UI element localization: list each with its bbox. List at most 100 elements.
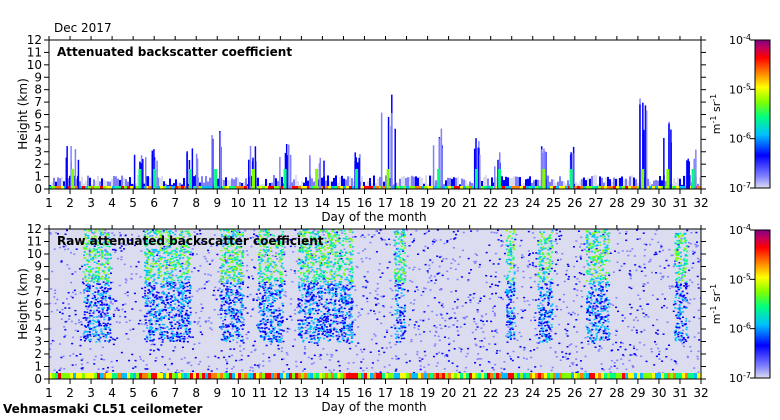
noise-cell (493, 314, 496, 316)
signal-cell (233, 230, 236, 232)
signal-cell (228, 303, 231, 305)
signal-cell (235, 235, 238, 237)
noise-cell (665, 259, 668, 262)
signal-cell (149, 231, 152, 234)
noise-cell (413, 372, 416, 374)
signal-cell (173, 256, 176, 259)
noise-cell (419, 319, 422, 321)
signal-cell (278, 239, 281, 242)
noise-cell (463, 317, 466, 320)
signal-cell (223, 335, 226, 337)
signal-cell (183, 340, 186, 342)
signal-cell (106, 283, 109, 286)
noise-cell (49, 356, 52, 358)
noise-cell (431, 261, 434, 264)
ground-layer-cell (389, 177, 391, 189)
signal-cell (222, 278, 225, 280)
cloud-event-column (545, 151, 547, 189)
noise-cell (97, 368, 100, 370)
signal-cell (177, 335, 180, 337)
noise-cell (195, 253, 198, 256)
signal-cell (235, 268, 238, 270)
noise-cell (123, 248, 126, 250)
cloud-event-column (543, 148, 545, 189)
unit-m-top: m (710, 124, 723, 135)
ground-layer-cell (123, 177, 125, 189)
noise-cell (658, 358, 661, 360)
signal-cell (155, 248, 158, 251)
noise-cell (453, 260, 456, 262)
noise-cell (283, 251, 286, 253)
noise-cell (369, 351, 372, 353)
noise-cell (436, 273, 439, 275)
noise-cell (678, 295, 681, 297)
noise-cell (106, 366, 109, 369)
noise-cell (193, 267, 196, 269)
signal-cell (82, 282, 85, 285)
noise-cell (479, 297, 482, 300)
signal-cell (275, 245, 278, 247)
signal-cell (95, 240, 98, 243)
noise-cell (598, 348, 601, 351)
signal-cell (227, 324, 230, 326)
noise-cell (534, 328, 537, 330)
noise-cell (70, 295, 73, 298)
signal-cell (266, 318, 269, 321)
noise-cell (476, 230, 479, 232)
noise-cell (333, 229, 336, 231)
signal-cell (258, 234, 261, 236)
noise-cell (120, 242, 123, 245)
signal-cell (158, 271, 161, 273)
signal-cell (235, 327, 238, 330)
signal-cell (159, 257, 162, 259)
signal-cell (164, 309, 167, 311)
surface-cell (340, 186, 343, 189)
noise-cell (255, 235, 258, 237)
noise-cell (580, 367, 583, 370)
signal-cell (172, 263, 175, 266)
surface-cell (508, 186, 511, 189)
noise-cell (316, 342, 319, 344)
noise-cell (595, 317, 598, 320)
surface-cell (661, 186, 664, 189)
noise-cell (493, 305, 496, 308)
noise-cell (554, 315, 557, 317)
noise-cell (81, 265, 84, 268)
noise-cell (529, 319, 532, 322)
noise-cell (616, 243, 619, 245)
signal-cell (266, 259, 269, 262)
signal-cell (94, 229, 97, 231)
ground-layer-cell (609, 179, 611, 189)
signal-cell (157, 267, 160, 270)
noise-cell (240, 271, 243, 274)
signal-cell (181, 231, 184, 234)
ground-layer-cell (413, 176, 415, 189)
noise-cell (379, 276, 382, 278)
signal-cell (156, 282, 159, 285)
noise-cell (301, 261, 304, 263)
signal-cell (237, 229, 240, 232)
noise-cell (635, 269, 638, 272)
noise-cell (474, 343, 477, 346)
noise-cell (618, 232, 621, 234)
noise-cell (361, 234, 364, 236)
signal-cell (172, 307, 175, 309)
signal-cell (181, 324, 184, 326)
signal-cell (224, 238, 227, 241)
signal-cell (220, 267, 223, 269)
noise-cell (563, 280, 566, 283)
noise-cell (413, 266, 416, 269)
signal-cell (94, 335, 97, 337)
signal-cell (179, 312, 182, 315)
noise-cell (477, 302, 480, 304)
noise-cell (242, 318, 245, 321)
signal-cell (241, 328, 244, 330)
noise-cell (497, 239, 500, 241)
signal-cell (89, 304, 92, 306)
noise-cell (633, 347, 636, 350)
signal-cell (150, 320, 153, 322)
noise-cell (559, 258, 562, 261)
noise-cell (417, 325, 420, 327)
noise-cell (448, 343, 451, 346)
noise-cell (102, 281, 105, 283)
